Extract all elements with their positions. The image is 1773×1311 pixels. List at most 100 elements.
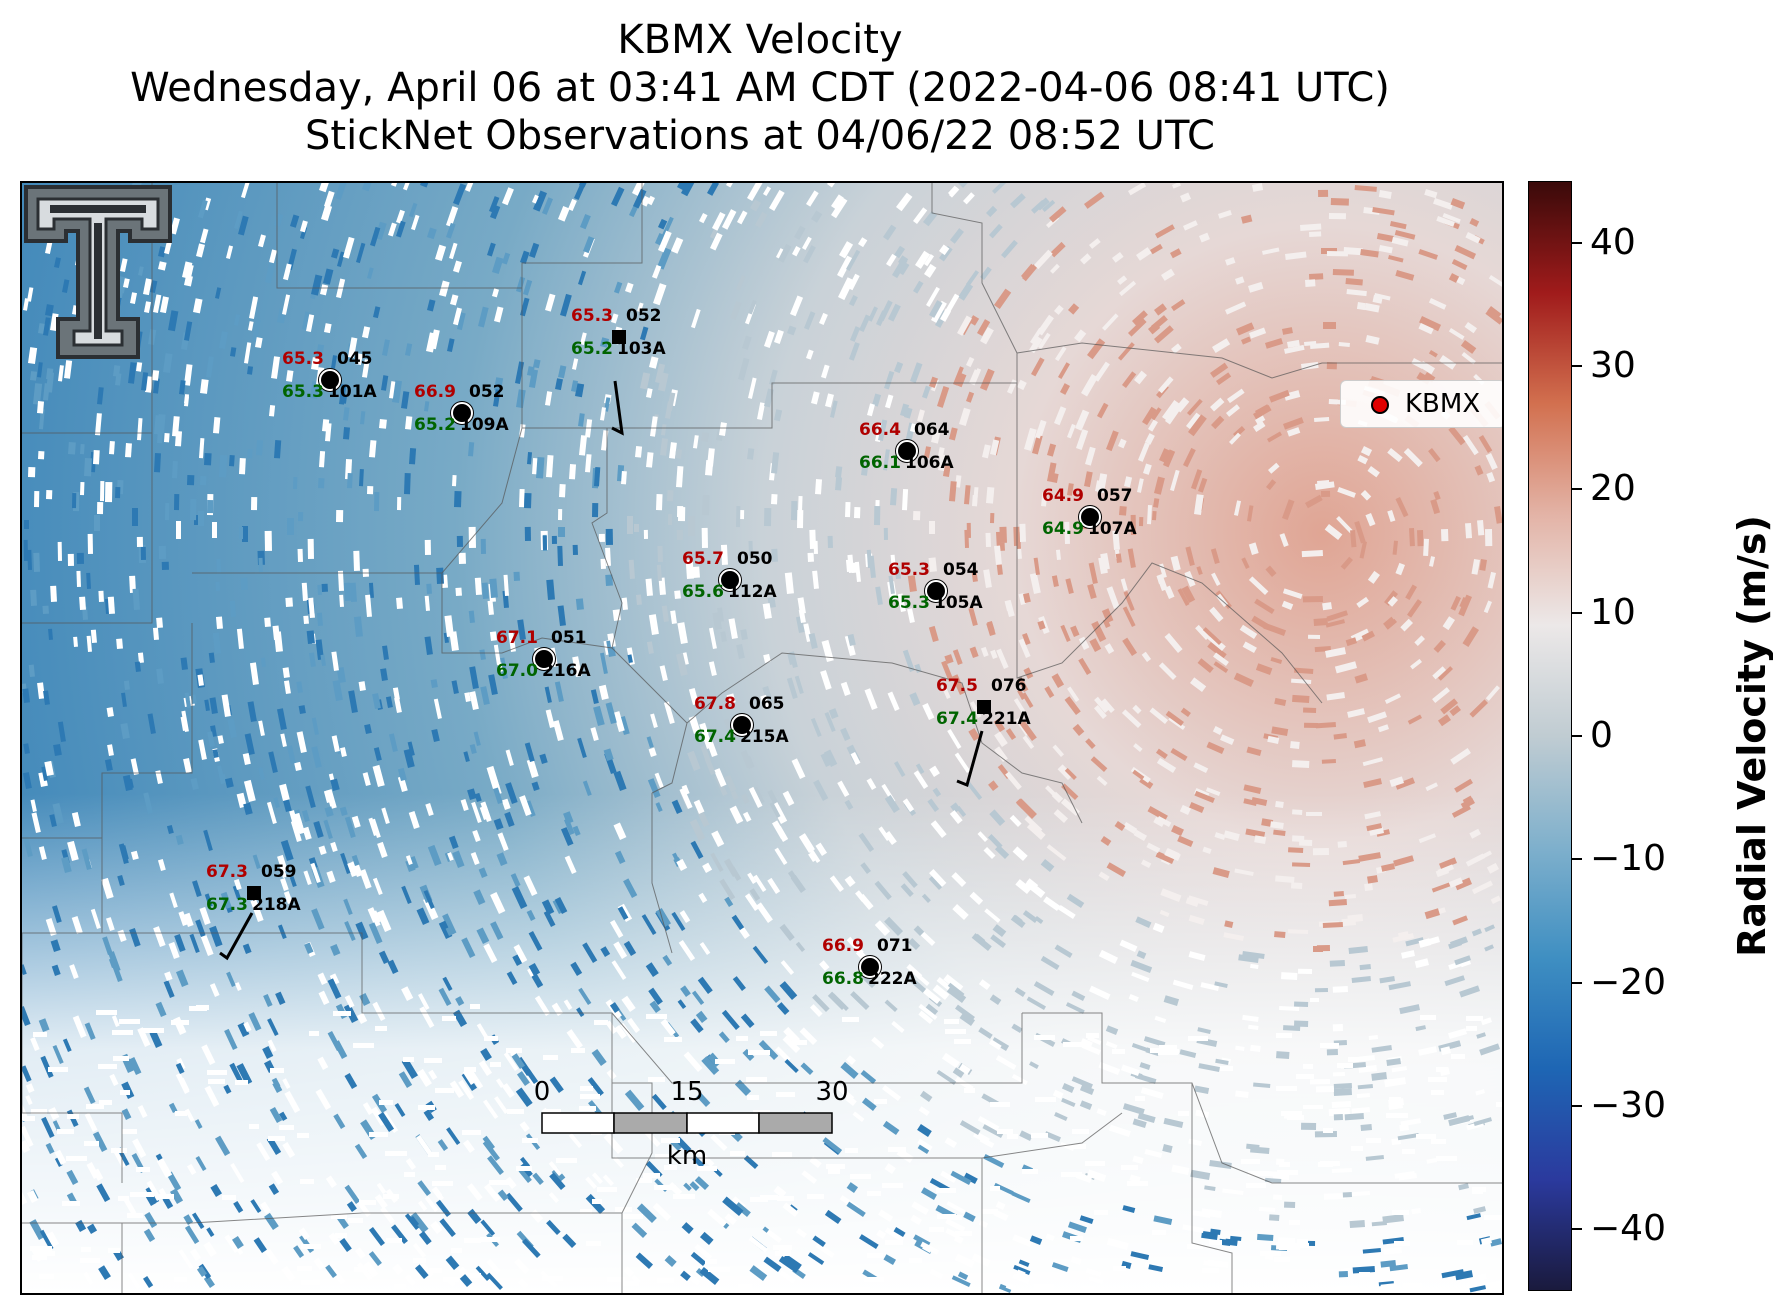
scalebar-tick-15: 15 (670, 1077, 704, 1107)
scalebar-seg-1 (541, 1112, 615, 1134)
colorbar-tick-label: 0 (1590, 715, 1613, 756)
scalebar-seg-2 (613, 1112, 688, 1134)
colorbar-tick: 10 (1572, 591, 1636, 633)
station-station-id: 222A (868, 969, 917, 989)
station-temperature: 67.5 (936, 676, 978, 696)
station-temperature: 67.1 (496, 628, 538, 648)
station-dewpoint: 65.6 (682, 582, 724, 602)
station-wind-direction: 050 (737, 549, 773, 569)
colorbar-tick: 0 (1572, 718, 1613, 754)
station-circle-marker (731, 714, 753, 736)
station-wind-direction: 054 (943, 560, 979, 580)
scalebar (541, 1112, 833, 1134)
colorbar-label: Radial Velocity (m/s) (1730, 515, 1773, 957)
station-wind-direction: 064 (914, 420, 950, 440)
station-circle-marker (896, 440, 918, 462)
scalebar-seg-4 (758, 1112, 833, 1134)
station-wind-direction: 059 (261, 862, 297, 882)
station-dewpoint: 65.3 (888, 593, 930, 613)
colorbar (1528, 181, 1572, 1291)
station-wind-direction: 065 (749, 694, 785, 714)
station-dewpoint: 64.9 (1042, 519, 1084, 539)
station-temperature: 66.4 (859, 420, 901, 440)
map-title: KBMX Velocity (617, 17, 903, 63)
colorbar-tick-label: 30 (1590, 345, 1636, 386)
station-temperature: 65.3 (571, 306, 613, 326)
station-dewpoint: 67.4 (694, 727, 736, 747)
station-temperature: 67.3 (206, 862, 248, 882)
station-wind-direction: 057 (1097, 486, 1133, 506)
station-wind-direction: 051 (551, 628, 587, 648)
station-dewpoint: 65.3 (282, 382, 324, 402)
station-wind-direction: 071 (877, 936, 913, 956)
station-temperature: 64.9 (1042, 486, 1084, 506)
station-circle-marker (1079, 506, 1101, 528)
scalebar-tick-0: 0 (533, 1077, 551, 1107)
station-dewpoint: 66.8 (822, 969, 864, 989)
texas-tech-logo (24, 185, 172, 359)
station-temperature: 65.3 (888, 560, 930, 580)
colorbar-tick: 30 (1572, 348, 1636, 384)
station-station-id: 216A (542, 661, 591, 681)
colorbar-tick: −10 (1572, 841, 1666, 877)
colorbar-tick-label: −30 (1590, 1085, 1666, 1126)
station-station-id: 101A (328, 382, 377, 402)
station-station-id: 218A (252, 895, 301, 915)
station-station-id: 221A (982, 709, 1031, 729)
wind-barb-103A (611, 380, 624, 436)
station-temperature: 67.8 (694, 694, 736, 714)
kbmx-marker-icon (1371, 396, 1389, 414)
colorbar-tick: −40 (1572, 1211, 1666, 1247)
scalebar-tick-30: 30 (815, 1077, 849, 1107)
wind-barb-221A (956, 730, 984, 788)
station-wind-direction: 052 (469, 382, 505, 402)
wind-barbs (219, 380, 984, 961)
colorbar-tick-label: 10 (1590, 591, 1636, 633)
colorbar-tick-label: 40 (1590, 221, 1636, 263)
station-station-id: 107A (1088, 519, 1137, 539)
wind-barb-218A (219, 912, 254, 961)
radar-velocity-layer (22, 183, 1502, 1293)
legend: KBMX (1340, 380, 1502, 428)
station-temperature: 65.7 (682, 549, 724, 569)
scalebar-seg-3 (686, 1112, 760, 1134)
station-station-id: 215A (740, 727, 789, 747)
legend-label: KBMX (1405, 389, 1481, 419)
station-dewpoint: 67.3 (206, 895, 248, 915)
station-dewpoint: 67.4 (936, 709, 978, 729)
station-square-marker (247, 886, 261, 900)
station-station-id: 109A (460, 415, 509, 435)
station-square-marker (612, 330, 626, 344)
station-dewpoint: 66.1 (859, 453, 901, 473)
colorbar-tick-label: −40 (1590, 1208, 1666, 1250)
radar-map[interactable]: 0 15 30 km KBMX 65.3 045 65.3 101A 66.9 052 65… (20, 181, 1504, 1295)
map-subtitle-time: Wednesday, April 06 at 03:41 AM CDT (202… (130, 65, 1390, 111)
station-dewpoint: 67.0 (496, 661, 538, 681)
colorbar-tick-label: −10 (1590, 838, 1666, 880)
velocity-gates (22, 183, 1502, 1293)
station-dewpoint: 65.2 (414, 415, 456, 435)
station-temperature: 66.9 (822, 936, 864, 956)
scalebar-unit: km (666, 1141, 708, 1171)
station-circle-marker (859, 956, 881, 978)
station-station-id: 105A (934, 593, 983, 613)
station-circle-marker (925, 580, 947, 602)
station-wind-direction: 052 (626, 306, 662, 326)
colorbar-tick: −20 (1572, 964, 1666, 1001)
velocity-fade (22, 183, 1502, 1293)
station-circle-marker (319, 369, 341, 391)
station-station-id: 112A (728, 582, 777, 602)
station-wind-direction: 045 (337, 349, 373, 369)
colorbar-tick: −30 (1572, 1088, 1666, 1124)
station-temperature: 66.9 (414, 382, 456, 402)
colorbar-tick-label: 20 (1590, 468, 1636, 510)
station-station-id: 106A (905, 453, 954, 473)
station-station-id: 103A (617, 339, 666, 359)
colorbar-tick: 20 (1572, 471, 1636, 507)
colorbar-tick: 40 (1572, 221, 1636, 263)
station-circle-marker (533, 648, 555, 670)
station-wind-direction: 076 (991, 676, 1027, 696)
station-circle-marker (451, 402, 473, 424)
station-circle-marker (719, 569, 741, 591)
station-square-marker (977, 700, 991, 714)
